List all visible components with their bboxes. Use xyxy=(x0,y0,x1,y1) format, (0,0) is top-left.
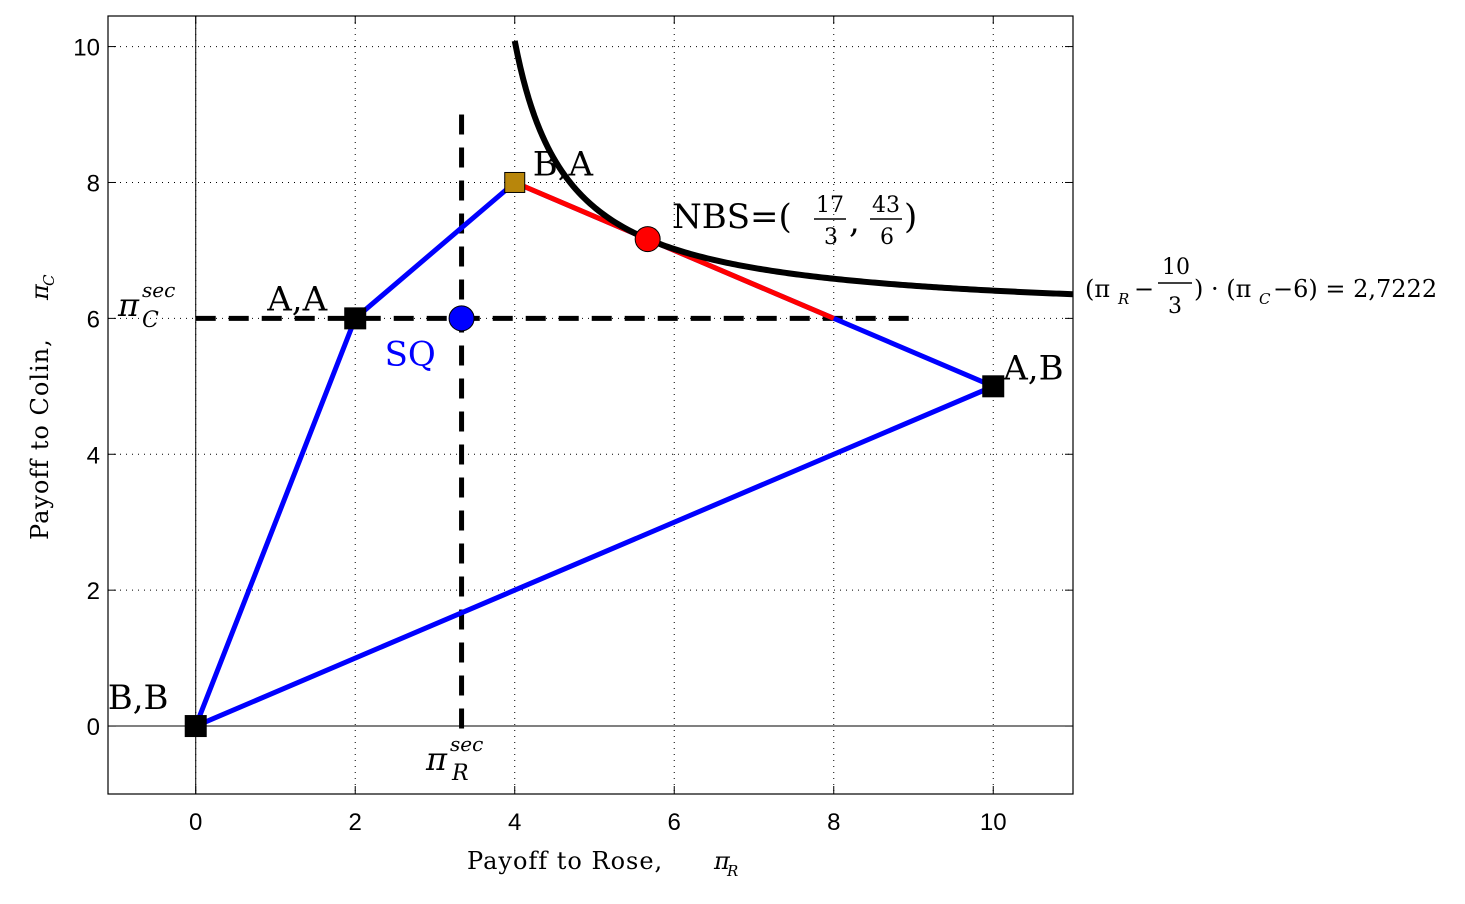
point-label-a-a: A,A xyxy=(266,279,327,319)
sec-c-sup: sec xyxy=(142,278,175,302)
nbs-x-denominator: 3 xyxy=(824,225,838,250)
tick-labels: 0 2 4 6 8 10 0 2 4 6 8 10 xyxy=(73,35,1006,836)
marker-sq-circle xyxy=(448,305,475,332)
marker-square xyxy=(982,375,1005,398)
y-tick-label: 8 xyxy=(87,170,100,197)
point-label-sq: SQ xyxy=(385,334,436,374)
nbs-suffix: ) xyxy=(904,197,917,237)
x-tick-label: 4 xyxy=(508,809,521,836)
x-tick-label: 0 xyxy=(189,809,202,836)
x-axis-label-symbol: π xyxy=(713,847,731,875)
x-axis-label-text: Payoff to Rose, xyxy=(467,847,663,875)
point-label-a-b: A,B xyxy=(1002,348,1063,388)
eq-sub-r: R xyxy=(1117,290,1129,308)
grid xyxy=(108,16,1073,794)
nbs-annotation: NBS=( 17 3 , 43 6 ) xyxy=(672,193,917,250)
hyperbola-curve xyxy=(511,40,1074,298)
y-axis-label: Payoff to Colin, π C xyxy=(26,274,58,540)
annotations: B,B A,A B,A A,B SQ NBS=( 17 3 , 43 6 ) π… xyxy=(26,144,1437,880)
marker-nbs-circle xyxy=(634,226,661,253)
sec-c-sub: C xyxy=(142,308,159,333)
eq-mid: ) · (π xyxy=(1194,275,1251,303)
eq-denominator: 3 xyxy=(1168,294,1182,319)
y-tick-label: 6 xyxy=(87,306,100,333)
markers xyxy=(184,171,1005,738)
nbs-prefix: NBS=( xyxy=(672,197,792,237)
y-axis-label-text: Payoff to Colin, xyxy=(26,338,54,540)
marker-square-gold xyxy=(504,171,526,193)
nbs-y-numerator: 43 xyxy=(872,193,900,218)
y-tick-label: 2 xyxy=(87,578,100,605)
plot-frame xyxy=(107,15,1074,795)
series xyxy=(193,40,1074,733)
eq-minus: − xyxy=(1134,275,1154,303)
x-tick-label: 6 xyxy=(668,809,681,836)
marker-square xyxy=(184,715,207,738)
sec-r-sup: sec xyxy=(450,732,483,756)
marker-square xyxy=(344,307,367,330)
y-axis-label-sub: C xyxy=(40,274,58,286)
x-tick-label: 2 xyxy=(349,809,362,836)
security-label-rose: π sec R xyxy=(425,732,483,786)
sec-r-symbol: π xyxy=(425,740,448,778)
eq-left: (π xyxy=(1085,275,1110,303)
x-axis-label: Payoff to Rose, π R xyxy=(467,847,738,880)
sec-c-symbol: π xyxy=(117,286,140,324)
hyperbola-equation: (π R − 10 3 ) · (π C −6) = 2,7222 xyxy=(1085,255,1437,319)
point-label-b-b: B,B xyxy=(108,678,169,718)
y-tick-label: 0 xyxy=(87,714,100,741)
eq-right: −6) = 2,7222 xyxy=(1273,275,1437,303)
x-axis-label-sub: R xyxy=(726,862,738,880)
eq-numerator: 10 xyxy=(1162,255,1190,280)
nbs-x-numerator: 17 xyxy=(816,193,844,218)
nbs-y-denominator: 6 xyxy=(880,225,894,250)
x-tick-label: 10 xyxy=(980,809,1007,836)
security-label-colin: π sec C xyxy=(117,278,175,333)
nbs-separator: , xyxy=(849,201,860,241)
x-tick-label: 8 xyxy=(827,809,840,836)
y-tick-label: 10 xyxy=(73,35,100,62)
point-label-b-a: B,A xyxy=(533,144,594,184)
sec-r-sub: R xyxy=(451,761,469,786)
axes xyxy=(107,15,1074,795)
eq-sub-c: C xyxy=(1259,290,1271,308)
y-axis-label-symbol: π xyxy=(26,283,54,301)
y-tick-label: 4 xyxy=(87,442,100,469)
